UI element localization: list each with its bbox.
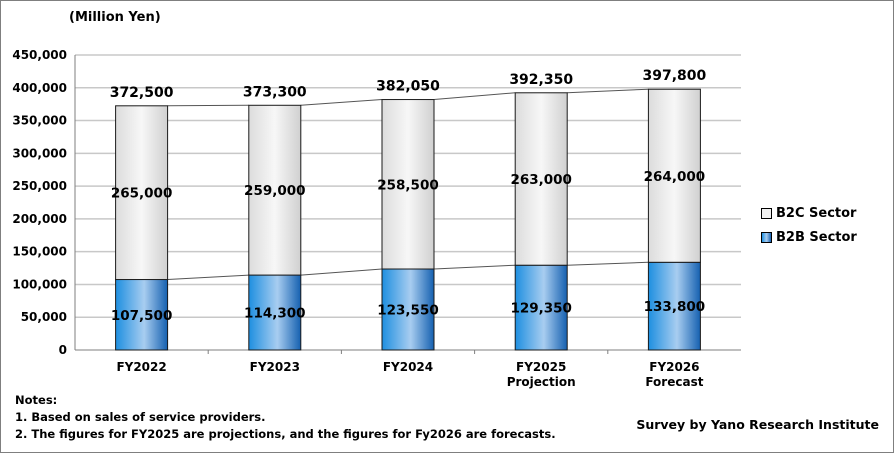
b2b-bar <box>514 264 568 351</box>
y-tick-label: 0 <box>59 343 67 357</box>
x-category-label: Projection <box>507 375 576 389</box>
total-connector <box>433 92 516 101</box>
unit-label: (Million Yen) <box>69 10 161 25</box>
x-category-label: FY2023 <box>250 360 300 374</box>
y-tick-label: 250,000 <box>12 179 67 193</box>
y-tick-label: 200,000 <box>12 212 67 226</box>
source-credit: Survey by Yano Research Institute <box>636 417 879 432</box>
b2c-bar <box>647 88 701 263</box>
b2b-connector <box>433 264 516 270</box>
b2b-bar <box>647 261 701 351</box>
total-connector <box>567 88 649 94</box>
y-tick-label: 350,000 <box>12 114 67 128</box>
note-2: 2. The figures for FY2025 are projection… <box>15 427 556 441</box>
b2b-connector <box>167 274 249 281</box>
b2b-value-label: 133,800 <box>644 299 706 315</box>
b2c-swatch <box>761 207 772 219</box>
x-category-label: FY2024 <box>383 360 433 374</box>
b2b-value-label: 107,500 <box>111 308 173 324</box>
legend-label-b2b: B2B Sector <box>776 229 857 245</box>
b2c-value-label: 259,000 <box>244 183 306 199</box>
total-value-label: 397,800 <box>643 68 707 84</box>
b2c-bar <box>514 92 568 266</box>
legend-item-b2b: B2B Sector <box>761 225 857 249</box>
y-tick-label: 400,000 <box>12 81 67 95</box>
legend: B2C Sector B2B Sector <box>761 201 857 249</box>
total-value-label: 392,350 <box>509 72 573 88</box>
x-category-label: Forecast <box>645 375 703 389</box>
b2c-bar <box>115 105 169 281</box>
legend-item-b2c: B2C Sector <box>761 201 857 225</box>
b2b-value-label: 123,550 <box>377 303 439 319</box>
notes-title: Notes: <box>15 393 58 407</box>
x-category-label: FY2025 <box>516 360 566 374</box>
x-category-label: FY2022 <box>116 360 166 374</box>
notes: Notes: 1. Based on sales of service prov… <box>15 392 556 443</box>
b2c-bar <box>248 104 302 276</box>
b2b-bar <box>248 274 302 351</box>
b2b-bar <box>115 279 169 351</box>
note-1: 1. Based on sales of service providers. <box>15 410 266 424</box>
y-tick-label: 50,000 <box>21 310 67 324</box>
b2c-value-label: 264,000 <box>644 169 706 185</box>
y-tick-label: 300,000 <box>12 146 67 160</box>
b2c-value-label: 263,000 <box>510 172 572 188</box>
total-value-label: 372,500 <box>110 85 174 101</box>
y-tick-label: 100,000 <box>12 277 67 291</box>
total-connector <box>300 99 383 106</box>
b2c-bar <box>381 99 435 270</box>
b2b-value-label: 114,300 <box>244 306 306 322</box>
y-tick-label: 150,000 <box>12 245 67 259</box>
total-connector <box>167 104 249 107</box>
b2b-swatch <box>761 231 772 243</box>
total-value-label: 373,300 <box>243 84 307 100</box>
b2b-connector <box>300 268 383 276</box>
b2c-value-label: 265,000 <box>111 186 173 202</box>
total-value-label: 382,050 <box>376 79 440 95</box>
x-category-label: FY2026 <box>649 360 699 374</box>
legend-label-b2c: B2C Sector <box>776 205 857 221</box>
y-tick-label: 450,000 <box>12 48 67 62</box>
b2b-value-label: 129,350 <box>510 301 572 317</box>
b2c-value-label: 258,500 <box>377 177 439 193</box>
b2b-connector <box>567 261 649 266</box>
